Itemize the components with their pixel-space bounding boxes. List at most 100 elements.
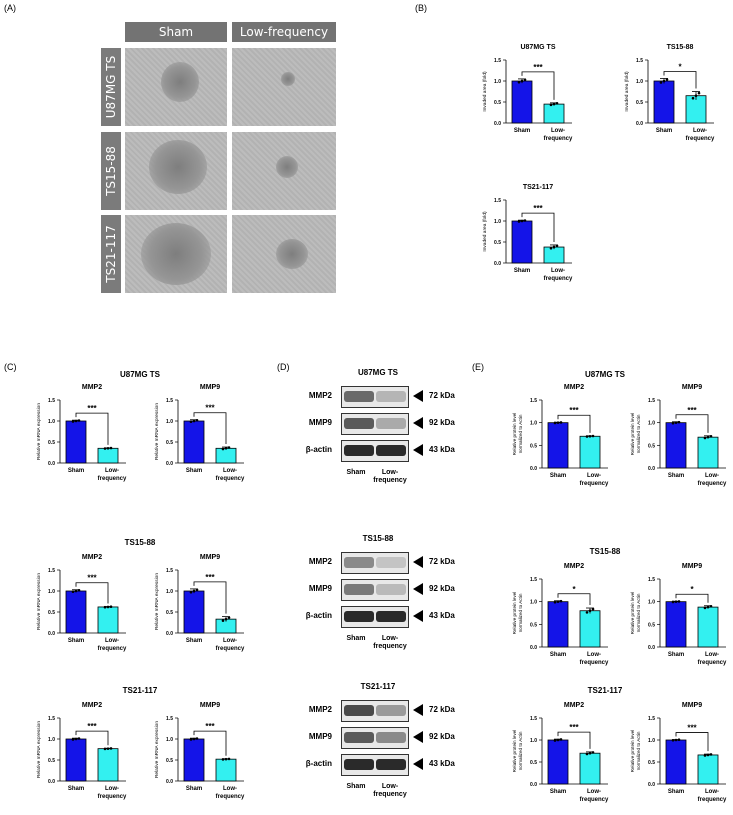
row-label-u87mg: U87MG TS [101,48,121,126]
y-tick-label: 0.0 [48,779,55,785]
data-point [227,446,231,449]
arrow-icon [413,583,423,595]
data-point [703,606,707,610]
x-tick-label-sham: Sham [656,128,672,134]
y-tick-label: 0.0 [166,461,173,467]
significance-label: *** [687,724,697,733]
y-tick-label: 1.5 [166,568,173,574]
micrograph-u87mg-low [232,48,336,126]
significance-bracket [557,593,591,606]
data-point [591,751,595,754]
western-band-label: MMP9 [308,418,332,427]
x-tick-label-low-frequency: Low- [705,789,719,795]
x-tick-label-low-frequency: frequency [216,794,245,800]
chart-title: MMP2 [564,563,584,570]
chart-c-ts21-117-mmp9: MMP9 0.0 0.5 1.0 1.5 Relative mRNA expression… [154,702,245,800]
bar-low-frequency [543,246,565,264]
western-band-label: MMP9 [308,732,332,741]
bar-sham [665,601,687,648]
y-tick-label: 1.0 [166,589,173,595]
bar-low-frequency [97,606,119,634]
arrow-icon [413,610,423,622]
chart-title: MMP9 [682,702,702,709]
y-axis-label: Relative protein level [630,592,635,635]
data-point [74,589,78,593]
data-point [556,738,560,742]
bar-sham [65,590,87,634]
data-point [523,219,527,222]
x-tick-label-low-frequency: Low- [105,468,119,474]
western-kda-label: 92 kDa [429,418,455,427]
data-point [195,418,199,422]
significance-label: *** [87,722,97,731]
y-tick-label: 1.5 [530,716,537,722]
data-point [189,590,193,594]
y-axis-label: Relative protein level [630,730,635,773]
bar-sham [65,420,87,464]
y-axis-label: Relative mRNA expression [154,721,160,778]
chart-c-ts21-117-mmp2: MMP2 0.0 0.5 1.0 1.5 Relative mRNA expression… [36,702,127,800]
y-tick-label: 1.5 [48,568,55,574]
western-kda-label: 72 kDa [429,391,455,400]
data-point [674,421,678,424]
western-band-label: MMP2 [308,557,332,566]
significance-label: *** [533,204,543,213]
y-tick-label: 1.0 [636,79,643,85]
x-tick-label-low-frequency: frequency [544,136,573,142]
western-band-label: β-actin [305,759,332,768]
y-axis-label: Relative protein level [512,730,517,773]
data-point [662,79,666,83]
western-band-label: MMP9 [308,584,332,593]
significance-bracket [75,412,109,445]
chart-e-ts15-88-mmp2: MMP2 0.0 0.5 1.0 1.5 Relative protein level no… [512,563,609,666]
western-title: TS15-88 [362,534,394,543]
x-tick-label-low-frequency: Low- [705,652,719,658]
data-point [221,447,225,451]
y-tick-label: 0.0 [494,261,501,267]
chart-title: MMP2 [82,384,102,391]
y-tick-label: 0.5 [530,622,537,628]
y-tick-label: 0.5 [636,100,643,106]
data-point [585,435,589,438]
arrow-icon [413,390,423,402]
chart-c-u87mg-mmp2: MMP2 0.0 0.5 1.0 1.5 Relative mRNA expression… [36,384,127,482]
x-tick-label-sham: Sham [550,789,566,795]
data-point [553,739,557,742]
western-band-image [341,700,409,722]
section-title-c-ts15-88: TS15-88 [124,538,156,547]
x-tick-label-sham: Sham [550,473,566,479]
western-x-label-sham: Sham [346,635,366,642]
y-tick-label: 0.0 [648,645,655,651]
y-tick-label: 1.0 [166,737,173,743]
y-axis-label: normalized to Actin [518,593,523,632]
chart-e-u87mg-mmp9: MMP9 0.0 0.5 1.0 1.5 Relative protein level no… [630,384,727,487]
data-point [555,102,559,105]
y-axis-label: Relative mRNA expression [36,573,42,630]
bar-sham [547,422,569,469]
x-tick-label-sham: Sham [186,638,202,644]
data-point [103,447,107,450]
significance-bracket [521,71,555,100]
data-point [517,220,521,223]
western-band-label: MMP2 [308,705,332,714]
row-label-ts15-88: TS15-88 [101,132,121,210]
significance-bracket [675,732,709,752]
data-point [71,738,75,741]
x-tick-label-low-frequency: frequency [698,481,727,487]
chart-e-u87mg-mmp2: MMP2 0.0 0.5 1.0 1.5 Relative protein level no… [512,384,609,487]
y-tick-label: 1.0 [494,79,501,85]
data-point [520,219,524,223]
bar-sham [65,738,87,782]
y-axis-label: Relative mRNA expression [154,573,160,630]
western-band-image [341,606,409,628]
y-tick-label: 0.0 [166,631,173,637]
x-tick-label-low-frequency: frequency [698,797,727,803]
significance-bracket [675,414,709,433]
bar-sham [547,739,569,785]
panel-label-b: (B) [415,3,427,13]
significance-bracket [663,71,697,89]
bar-sham [183,738,205,782]
western-x-label-frequency: frequency [373,643,407,650]
x-tick-label-sham: Sham [68,638,84,644]
data-point [221,758,225,761]
